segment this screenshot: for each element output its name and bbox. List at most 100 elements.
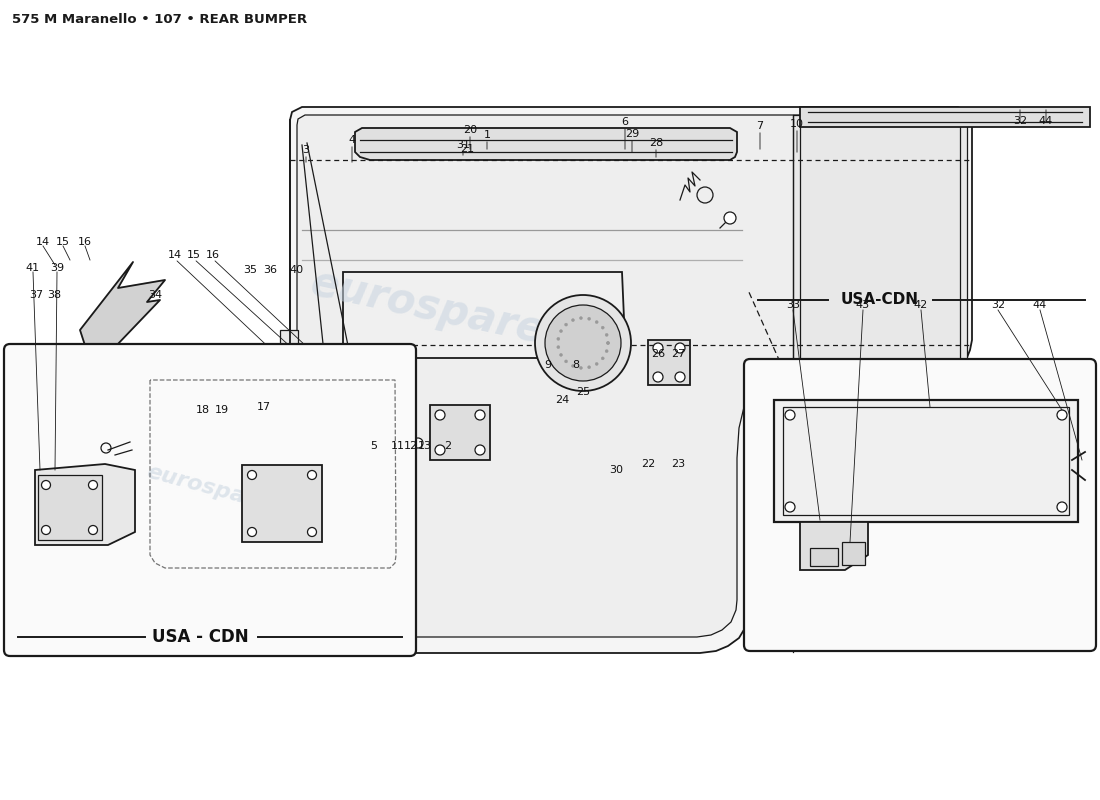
Polygon shape [793,115,967,635]
Text: 19: 19 [214,405,229,415]
Text: 38: 38 [47,290,62,300]
Text: 15: 15 [56,237,70,247]
Circle shape [42,526,51,534]
Circle shape [602,326,604,329]
Circle shape [434,445,446,455]
Circle shape [308,470,317,479]
Polygon shape [774,400,1078,522]
Text: 23: 23 [671,459,685,469]
Circle shape [475,445,485,455]
Text: 39: 39 [50,263,64,273]
Circle shape [605,334,608,336]
FancyBboxPatch shape [4,344,416,656]
Text: 26: 26 [651,349,666,359]
Circle shape [248,527,256,537]
Circle shape [595,362,598,366]
Text: 44: 44 [1033,300,1047,310]
Text: 5: 5 [371,441,377,451]
Polygon shape [35,464,135,545]
Text: 37: 37 [29,290,43,300]
Circle shape [653,372,663,382]
Text: 28: 28 [649,138,663,148]
Circle shape [653,343,663,353]
Circle shape [248,470,256,479]
Text: 18: 18 [196,405,210,415]
Text: 27: 27 [671,349,685,359]
Text: 32: 32 [1013,116,1027,126]
FancyBboxPatch shape [744,359,1096,651]
Circle shape [602,357,604,360]
Polygon shape [842,542,865,565]
Text: 14: 14 [36,237,51,247]
Text: 34: 34 [147,290,162,300]
Circle shape [544,305,622,381]
Circle shape [403,438,412,448]
Circle shape [42,481,51,490]
Text: 16: 16 [78,237,92,247]
Text: 44: 44 [1038,116,1053,126]
Text: 25: 25 [576,387,590,397]
Circle shape [560,330,562,333]
Circle shape [580,317,582,319]
Text: 6: 6 [621,117,628,127]
Circle shape [390,438,400,448]
Circle shape [235,405,245,415]
Polygon shape [810,548,838,566]
Circle shape [557,346,560,349]
Text: 16: 16 [206,250,220,260]
Circle shape [606,342,609,345]
Text: 10: 10 [790,119,804,129]
Circle shape [605,350,608,353]
Text: 32: 32 [991,300,1005,310]
Circle shape [572,364,574,367]
Circle shape [535,295,631,391]
Text: 33: 33 [786,300,800,310]
Text: 575 M Maranello • 107 • REAR BUMPER: 575 M Maranello • 107 • REAR BUMPER [12,13,307,26]
Text: 3: 3 [302,145,309,155]
Text: 31: 31 [456,140,470,150]
Text: 4: 4 [349,135,355,145]
Text: 42: 42 [914,300,928,310]
Text: USA - CDN: USA - CDN [152,628,249,646]
Circle shape [360,475,370,485]
Text: 9: 9 [544,360,551,370]
Circle shape [560,354,562,356]
Text: 21: 21 [460,144,474,154]
Circle shape [564,323,568,326]
Text: eurospares: eurospares [144,462,286,518]
Circle shape [360,415,370,425]
Polygon shape [297,115,967,637]
Text: 1: 1 [484,130,491,140]
Circle shape [587,366,591,369]
Bar [805,175,850,210]
Text: 22: 22 [641,459,656,469]
Circle shape [785,502,795,512]
Circle shape [564,360,568,363]
Circle shape [580,366,582,370]
Text: 2: 2 [444,441,452,451]
Text: 20: 20 [463,125,477,135]
Text: 7: 7 [757,121,763,131]
Polygon shape [800,522,868,570]
Text: 43: 43 [856,300,870,310]
Circle shape [434,410,446,420]
Text: 40: 40 [289,265,304,275]
Circle shape [248,413,257,423]
Text: 30: 30 [609,465,623,475]
Circle shape [412,438,424,448]
Polygon shape [430,405,490,460]
Text: 15: 15 [187,250,201,260]
Text: 12: 12 [404,441,418,451]
Circle shape [587,318,591,320]
Circle shape [675,343,685,353]
Text: eurospares: eurospares [307,262,573,358]
Circle shape [785,410,795,420]
Text: 36: 36 [263,265,277,275]
Circle shape [475,410,485,420]
Circle shape [324,475,336,485]
Text: 14: 14 [168,250,183,260]
Circle shape [572,318,574,322]
Polygon shape [39,475,102,540]
Polygon shape [320,410,375,490]
Polygon shape [648,340,690,385]
